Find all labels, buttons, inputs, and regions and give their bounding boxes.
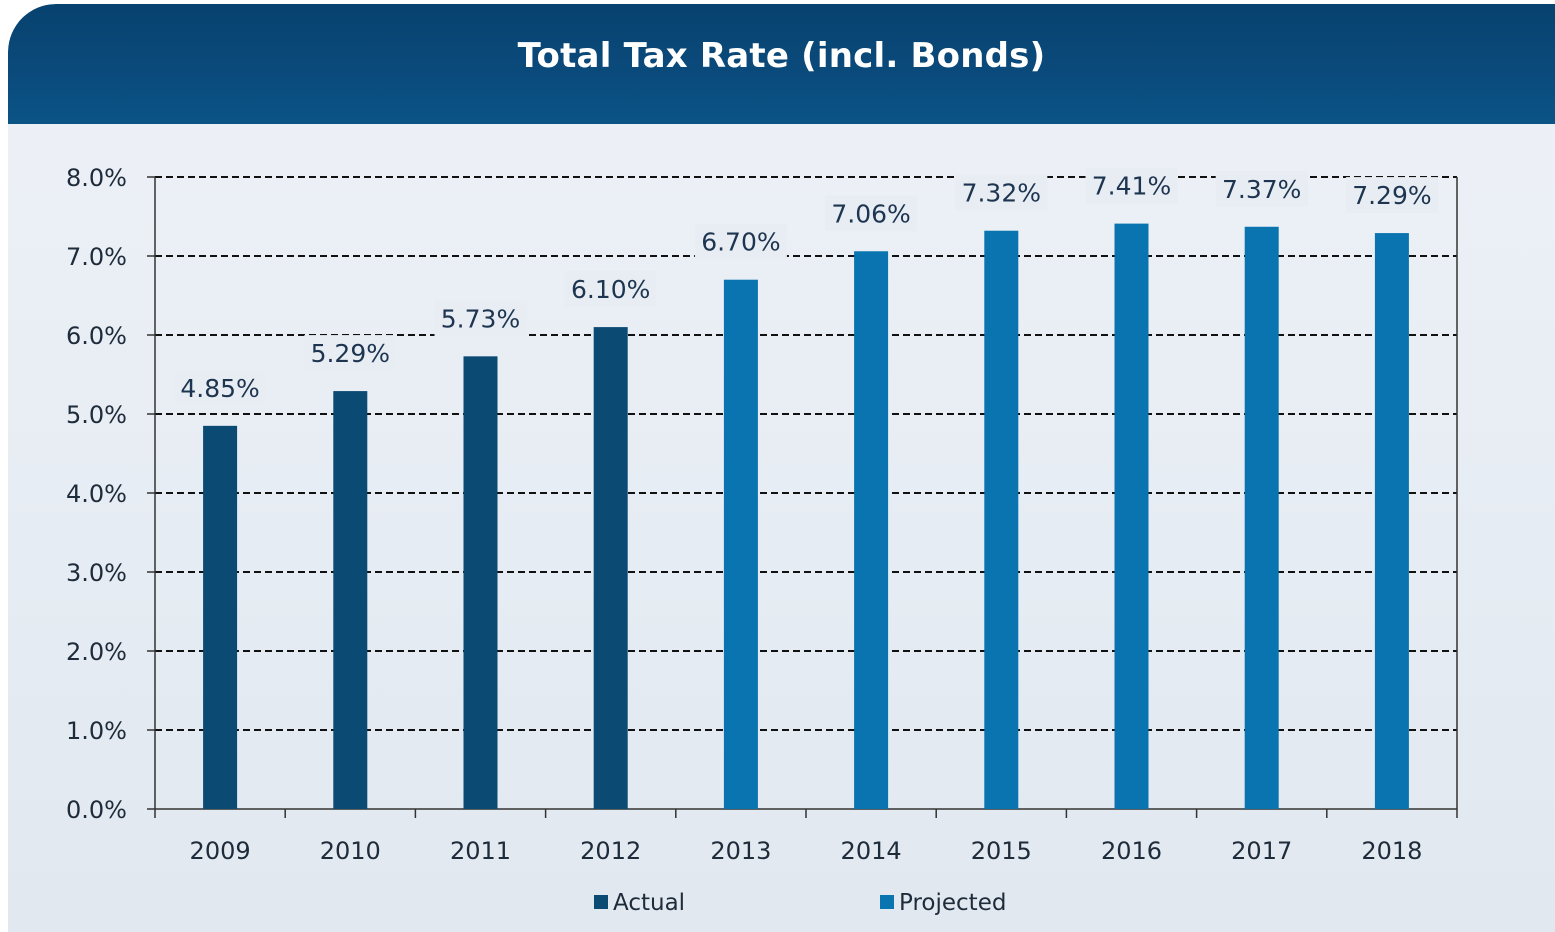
- bar-2009: [203, 425, 238, 809]
- legend: Actual Projected: [594, 890, 1006, 916]
- data-label-bg: [304, 335, 397, 372]
- data-label-2012: 6.10%: [571, 275, 650, 304]
- x-tick-label-2017: 2017: [1231, 837, 1292, 865]
- data-label-bg: [434, 300, 527, 337]
- y-tick-label: 1.0%: [66, 717, 127, 745]
- data-labels: 4.85% 5.29% 5.73% 6.10% 6.70% 7.06% 7.32% 7.41%…: [174, 167, 1438, 406]
- x-tick-label-2016: 2016: [1101, 837, 1162, 865]
- y-tick-label: 0.0%: [66, 796, 127, 824]
- data-label-bg: [825, 195, 918, 232]
- legend-swatch-projected: [880, 895, 894, 909]
- data-label-bg: [694, 223, 787, 260]
- bar-2010: [333, 391, 368, 809]
- x-tick-label-2013: 2013: [710, 837, 771, 865]
- data-label-2014: 7.06%: [831, 199, 910, 228]
- data-label-bg: [564, 271, 657, 308]
- axes: [147, 176, 1458, 818]
- data-label-2017: 7.37%: [1222, 175, 1301, 204]
- data-label-2010: 5.29%: [311, 339, 390, 368]
- bar-2011: [463, 356, 498, 809]
- x-tick-label-2010: 2010: [320, 837, 381, 865]
- y-tick-label: 2.0%: [66, 638, 127, 666]
- data-label-2015: 7.32%: [962, 179, 1041, 208]
- y-tick-label: 7.0%: [66, 243, 127, 271]
- x-tick-label-2018: 2018: [1361, 837, 1422, 865]
- chart-header: [8, 4, 1555, 124]
- y-tick-label: 4.0%: [66, 480, 127, 508]
- data-label-2009: 4.85%: [180, 374, 259, 403]
- bar-2014: [854, 251, 889, 809]
- tick-labels: 0.0% 1.0% 2.0% 3.0% 4.0% 5.0% 6.0% 7.0% 8.0% 2009…: [66, 164, 1422, 865]
- legend-swatch-actual: [594, 895, 608, 909]
- x-tick-label-2012: 2012: [580, 837, 641, 865]
- x-tick-label-2011: 2011: [450, 837, 511, 865]
- bar-2015: [984, 230, 1019, 810]
- bar-2017: [1244, 226, 1279, 809]
- data-label-2016: 7.41%: [1092, 172, 1171, 201]
- data-label-bg: [1215, 170, 1308, 207]
- chart-panel: Total Tax Rate (incl. Bonds): [8, 4, 1555, 932]
- y-tick-label: 5.0%: [66, 401, 127, 429]
- x-tick-label-2015: 2015: [971, 837, 1032, 865]
- x-tick-label-2014: 2014: [841, 837, 902, 865]
- bar-2012: [593, 327, 628, 809]
- bar-2016: [1114, 223, 1149, 810]
- data-label-2018: 7.29%: [1352, 181, 1431, 210]
- y-tick-label: 3.0%: [66, 559, 127, 587]
- bar-2018: [1374, 233, 1409, 810]
- x-tick-label-2009: 2009: [190, 837, 251, 865]
- data-label-bg: [955, 174, 1048, 211]
- data-label-2011: 5.73%: [441, 304, 520, 333]
- data-label-bg: [1345, 177, 1438, 214]
- legend-label-actual: Actual: [613, 890, 685, 916]
- gridlines: [155, 176, 1457, 731]
- data-label-bg: [1085, 167, 1178, 204]
- data-label-bg: [174, 369, 267, 406]
- data-label-2013: 6.70%: [701, 228, 780, 257]
- chart-title: Total Tax Rate (incl. Bonds): [517, 36, 1046, 76]
- y-tick-label: 8.0%: [66, 164, 127, 192]
- y-tick-label: 6.0%: [66, 322, 127, 350]
- bar-2013: [723, 279, 758, 809]
- legend-label-projected: Projected: [899, 890, 1006, 916]
- bars: [203, 223, 1409, 810]
